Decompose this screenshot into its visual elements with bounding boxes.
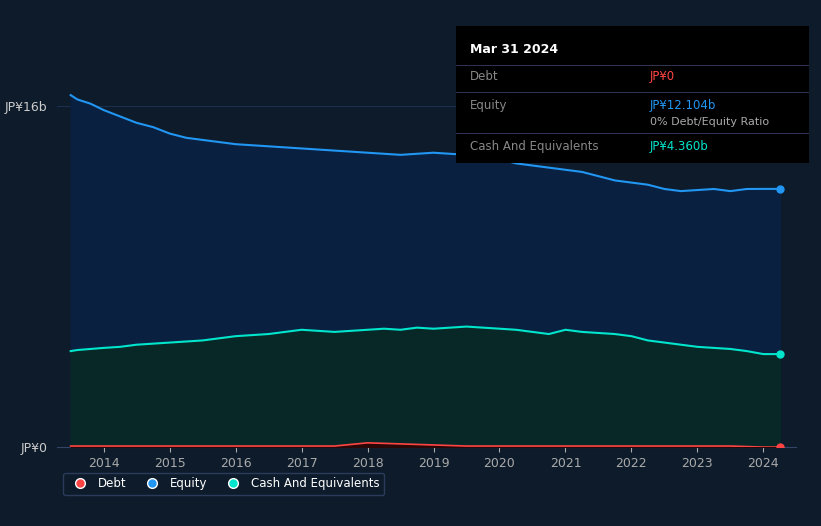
Text: Mar 31 2024: Mar 31 2024 <box>470 43 558 56</box>
Text: Debt: Debt <box>470 70 498 84</box>
Text: JP¥12.104b: JP¥12.104b <box>650 99 716 112</box>
Text: JP¥4.360b: JP¥4.360b <box>650 140 709 153</box>
Text: Equity: Equity <box>470 99 507 112</box>
Text: Cash And Equivalents: Cash And Equivalents <box>470 140 599 153</box>
Text: JP¥0: JP¥0 <box>650 70 675 84</box>
Text: 0% Debt/Equity Ratio: 0% Debt/Equity Ratio <box>650 117 769 127</box>
Legend: Debt, Equity, Cash And Equivalents: Debt, Equity, Cash And Equivalents <box>63 472 384 495</box>
